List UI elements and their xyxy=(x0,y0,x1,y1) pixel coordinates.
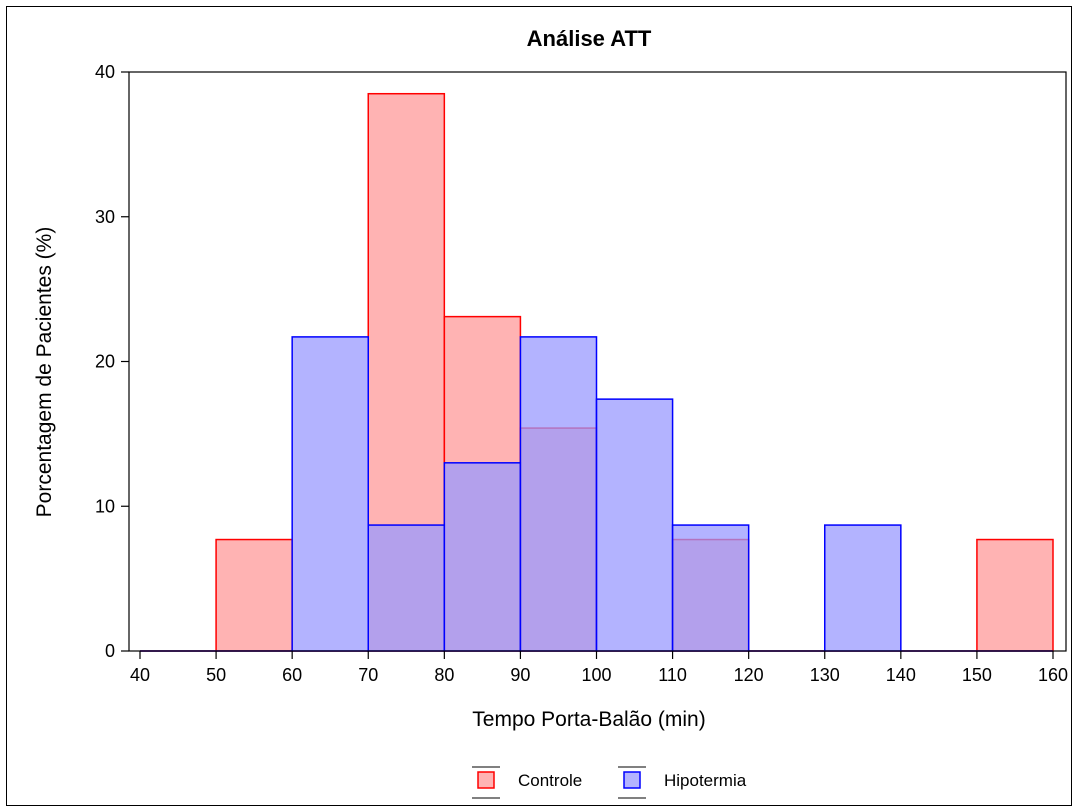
x-tick-label: 70 xyxy=(358,665,378,685)
legend-swatch-hipotermia xyxy=(623,771,641,789)
x-tick-label: 100 xyxy=(581,665,611,685)
legend-item-hipotermia: Hipotermia xyxy=(618,766,747,799)
y-axis-label: Porcentagem de Pacientes (%) xyxy=(33,227,56,518)
legend-swatch-controle xyxy=(477,771,495,789)
legend-label-hipotermia: Hipotermia xyxy=(664,771,747,790)
legend: Controle Hipotermia xyxy=(472,766,747,799)
legend-item-controle: Controle xyxy=(472,766,582,799)
bar-hipotermia-130 xyxy=(824,524,902,652)
bar-hipotermia-100 xyxy=(595,398,674,652)
plot-area: 0 10 20 30 40 40 50 60 70 80 90 100 110 120 130 140 150 1… xyxy=(95,62,1068,685)
legend-label-controle: Controle xyxy=(518,771,582,790)
x-axis-label: Tempo Porta-Balão (min) xyxy=(472,708,705,731)
x-tick-label: 130 xyxy=(810,665,840,685)
y-tick-label: 40 xyxy=(95,62,115,82)
x-tick-label: 120 xyxy=(734,665,764,685)
y-tick-label: 20 xyxy=(95,352,115,372)
bar-hipotermia-70 xyxy=(367,524,446,652)
chart-title: Análise ATT xyxy=(527,26,652,51)
bar-hipotermia-90 xyxy=(519,336,598,652)
bar-hipotermia-60 xyxy=(291,336,369,652)
x-tick-label: 150 xyxy=(962,665,992,685)
y-tick-label: 10 xyxy=(95,496,115,516)
y-tick-label: 30 xyxy=(95,207,115,227)
x-tick-label: 60 xyxy=(282,665,302,685)
x-tick-label: 40 xyxy=(130,665,150,685)
bar-controle-50 xyxy=(215,538,293,652)
x-tick-label: 50 xyxy=(206,665,226,685)
x-tick-label: 90 xyxy=(510,665,530,685)
x-tick-label: 160 xyxy=(1038,665,1068,685)
x-tick-label: 80 xyxy=(434,665,454,685)
bar-controle-150 xyxy=(976,538,1054,652)
bar-hipotermia-110 xyxy=(671,524,750,652)
x-tick-label: 140 xyxy=(886,665,916,685)
x-tick-label: 110 xyxy=(658,665,687,685)
series-hipotermia xyxy=(140,336,1053,652)
y-tick-label: 0 xyxy=(105,641,115,661)
bar-hipotermia-80 xyxy=(443,462,522,652)
